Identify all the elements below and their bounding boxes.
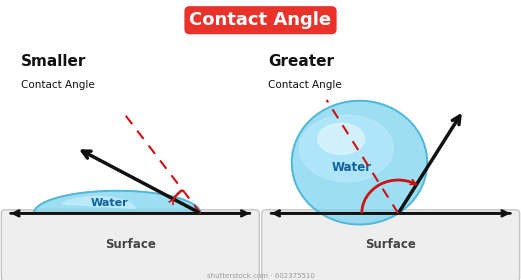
Text: Contact Angle: Contact Angle <box>190 11 331 29</box>
Text: Greater: Greater <box>268 54 334 69</box>
Text: shutterstock.com · 602375510: shutterstock.com · 602375510 <box>206 273 315 279</box>
Text: Contact Angle: Contact Angle <box>268 80 342 90</box>
Polygon shape <box>318 123 365 154</box>
FancyBboxPatch shape <box>2 210 259 280</box>
FancyBboxPatch shape <box>262 210 519 280</box>
Text: Surface: Surface <box>365 238 416 251</box>
Polygon shape <box>292 101 427 225</box>
Text: Contact Angle: Contact Angle <box>21 80 95 90</box>
Text: Surface: Surface <box>105 238 156 251</box>
Polygon shape <box>300 115 393 182</box>
Text: Smaller: Smaller <box>21 54 86 69</box>
Text: Water: Water <box>91 198 128 208</box>
Polygon shape <box>34 191 201 213</box>
Polygon shape <box>61 197 135 209</box>
Text: Water: Water <box>331 161 372 174</box>
